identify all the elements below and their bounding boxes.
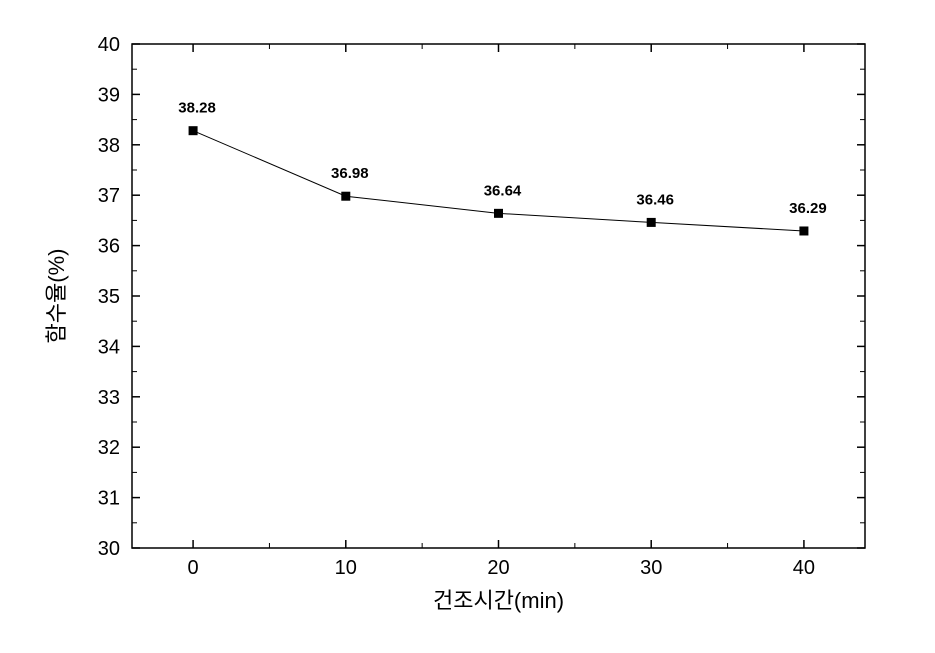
y-tick-label: 31 [98,488,120,510]
x-tick-label: 30 [640,557,662,579]
data-marker [647,218,655,226]
chart-container: 0 10 20 30 40 30 31 32 33 34 35 36 37 38 39 40 건조시간(min)… [0,0,935,653]
data-marker [495,209,503,217]
data-marker [342,192,350,200]
data-point-label: 36.98 [331,165,369,182]
data-marker [800,227,808,235]
y-tick-label: 34 [98,336,120,358]
y-tick-label: 40 [98,34,120,56]
x-axis-label: 건조시간(min) [433,588,564,613]
y-tick-label: 35 [98,286,120,308]
y-axis-label: 함수율(%) [44,249,69,344]
y-tick-label: 33 [98,387,120,409]
plot-frame [132,44,865,548]
y-tick-label: 32 [98,437,120,459]
y-tick-label: 39 [98,84,120,106]
y-tick-label: 30 [98,538,120,560]
data-point-label: 36.46 [636,191,674,208]
y-tick-label: 38 [98,135,120,157]
data-point-label: 36.29 [789,200,827,217]
x-tick-label: 10 [335,557,357,579]
x-tick-label: 40 [793,557,815,579]
x-tick-label: 0 [188,557,199,579]
chart-svg: 0 10 20 30 40 30 31 32 33 34 35 36 37 38 39 40 건조시간(min)… [0,0,935,653]
x-tick-label: 20 [487,557,509,579]
data-point-label: 38.28 [178,100,216,117]
data-marker [189,127,197,135]
y-tick-label: 37 [98,185,120,207]
data-point-label: 36.64 [484,182,522,199]
y-tick-label: 36 [98,236,120,258]
